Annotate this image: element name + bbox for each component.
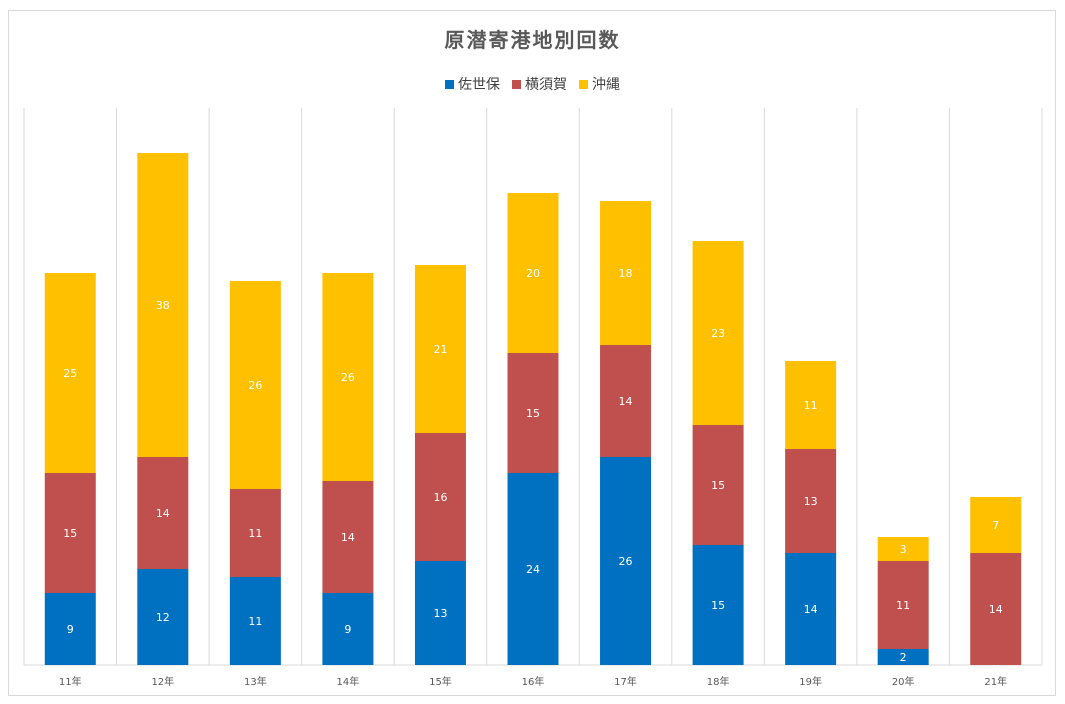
- x-tick-label-5: 16年: [522, 675, 545, 688]
- bar-segment-0-3: [322, 593, 374, 665]
- data-label-0-3: 9: [344, 623, 351, 636]
- data-label-1-9: 11: [896, 599, 910, 612]
- bar-segment-2-10: [970, 497, 1022, 553]
- bar-segment-0-1: [137, 569, 189, 665]
- data-label-1-6: 14: [619, 395, 633, 408]
- bar-segment-0-0: [44, 593, 96, 665]
- data-label-2-0: 25: [63, 367, 77, 380]
- legend: 佐世保 横須賀 沖縄: [0, 74, 1065, 94]
- x-tick-label-10: 21年: [984, 675, 1007, 688]
- data-label-0-8: 14: [804, 603, 818, 616]
- x-tick-label-0: 11年: [59, 675, 82, 688]
- legend-item-yokosuka: 横須賀: [512, 74, 567, 94]
- data-label-1-7: 15: [711, 479, 725, 492]
- data-label-0-9: 2: [900, 651, 907, 664]
- data-label-0-6: 26: [619, 555, 633, 568]
- data-label-0-5: 24: [526, 563, 540, 576]
- bar-segment-2-8: [785, 361, 837, 449]
- data-label-0-4: 13: [433, 607, 447, 620]
- data-label-2-3: 26: [341, 371, 355, 384]
- bar-segment-1-0: [44, 473, 96, 593]
- bar-segment-0-5: [507, 473, 559, 665]
- bar-segment-0-4: [414, 561, 466, 665]
- bar-segment-0-8: [785, 553, 837, 665]
- bar-segment-1-5: [507, 353, 559, 473]
- bar-segment-2-2: [229, 281, 281, 489]
- bar-segment-0-9: [877, 649, 929, 665]
- bar-segment-1-3: [322, 481, 374, 593]
- legend-item-okinawa: 沖縄: [579, 74, 620, 94]
- bar-segment-1-4: [414, 433, 466, 561]
- data-label-0-7: 15: [711, 599, 725, 612]
- legend-swatch-sasebo: [445, 79, 454, 89]
- data-label-2-1: 38: [156, 299, 170, 312]
- bar-segment-0-7: [692, 545, 744, 665]
- bar-segment-2-1: [137, 153, 189, 457]
- x-tick-label-8: 19年: [799, 675, 822, 688]
- bar-segment-1-2: [229, 489, 281, 577]
- data-label-2-4: 21: [433, 343, 447, 356]
- bar-segment-1-6: [600, 345, 652, 457]
- legend-swatch-okinawa: [579, 79, 588, 89]
- x-tick-label-1: 12年: [151, 675, 174, 688]
- bar-segment-2-4: [414, 265, 466, 433]
- x-tick-label-7: 18年: [707, 675, 730, 688]
- x-tick-label-3: 14年: [337, 675, 360, 688]
- data-label-1-10: 14: [989, 603, 1003, 616]
- x-tick-label-4: 15年: [429, 675, 452, 688]
- legend-label-okinawa: 沖縄: [592, 77, 620, 93]
- data-label-2-5: 20: [526, 267, 540, 280]
- legend-item-sasebo: 佐世保: [445, 74, 500, 94]
- data-label-1-0: 15: [63, 527, 77, 540]
- legend-label-yokosuka: 横須賀: [525, 77, 567, 93]
- data-label-0-2: 11: [248, 615, 262, 628]
- bar-segment-1-9: [877, 561, 929, 649]
- x-tick-label-6: 17年: [614, 675, 637, 688]
- data-label-1-8: 13: [804, 495, 818, 508]
- data-label-2-7: 23: [711, 327, 725, 340]
- bar-segment-2-7: [692, 241, 744, 425]
- bar-segment-1-10: [970, 553, 1022, 665]
- data-label-1-3: 14: [341, 531, 355, 544]
- legend-label-sasebo: 佐世保: [458, 77, 500, 93]
- bar-segment-2-6: [600, 201, 652, 345]
- bar-segment-2-5: [507, 193, 559, 353]
- x-tick-label-9: 20年: [892, 675, 915, 688]
- data-label-2-8: 11: [804, 399, 818, 412]
- bar-segment-2-3: [322, 273, 374, 481]
- data-label-0-0: 9: [67, 623, 74, 636]
- data-label-1-4: 16: [433, 491, 447, 504]
- data-label-2-10: 7: [992, 519, 999, 532]
- data-label-2-6: 18: [619, 267, 633, 280]
- data-label-2-2: 26: [248, 379, 262, 392]
- bar-segment-2-0: [44, 273, 96, 473]
- bar-segment-0-2: [229, 577, 281, 665]
- bar-segment-2-9: [877, 537, 929, 561]
- bar-segment-1-8: [785, 449, 837, 553]
- data-label-0-1: 12: [156, 611, 170, 624]
- chart-title: 原潜寄港地別回数: [444, 28, 621, 52]
- x-tick-label-2: 13年: [244, 675, 267, 688]
- data-label-1-2: 11: [248, 527, 262, 540]
- bar-segment-1-1: [137, 457, 189, 569]
- legend-swatch-yokosuka: [512, 79, 521, 89]
- bar-segment-1-7: [692, 425, 744, 545]
- data-label-1-5: 15: [526, 407, 540, 420]
- bar-segment-0-6: [600, 457, 652, 665]
- data-label-2-9: 3: [900, 543, 907, 556]
- data-label-1-1: 14: [156, 507, 170, 520]
